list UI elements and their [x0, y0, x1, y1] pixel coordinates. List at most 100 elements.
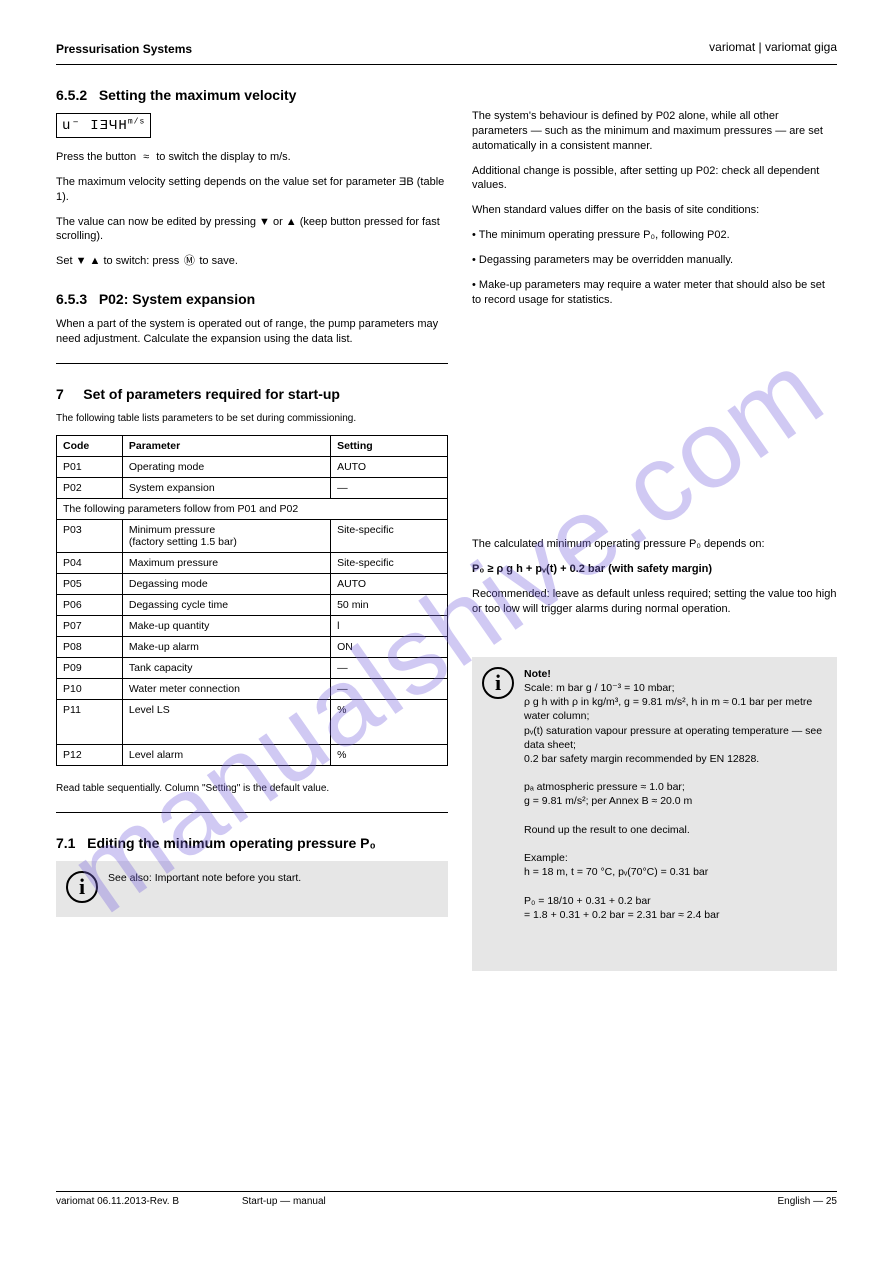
- col-parameter: Parameter: [122, 436, 330, 457]
- cell-setting: —: [331, 478, 448, 499]
- cell-code: P01: [57, 457, 123, 478]
- table-row: P12 Level alarm %: [57, 745, 448, 766]
- cell-param: Minimum pressure (factory setting 1.5 ba…: [122, 520, 330, 553]
- table-header-row: Code Parameter Setting: [57, 436, 448, 457]
- header-right: variomat | variomat giga: [709, 40, 837, 54]
- section-6-5-2-heading: 6.5.2 Setting the maximum velocity: [56, 87, 448, 103]
- table-row: P09 Tank capacity —: [57, 658, 448, 679]
- section-divider-2: [56, 812, 448, 813]
- info-icon: i: [482, 667, 514, 699]
- right-bullet: • Make-up parameters may require a water…: [472, 278, 837, 308]
- section-title: Editing the minimum operating pressure P…: [87, 835, 376, 851]
- cell-param: Level alarm: [122, 745, 330, 766]
- cell-setting: Site-specific: [331, 553, 448, 574]
- right-p2: Additional change is possible, after set…: [472, 164, 837, 194]
- para-6-5-2-b: The maximum velocity setting depends on …: [56, 175, 448, 205]
- para-6-5-2-a: Press the button ≈ to switch the display…: [56, 150, 448, 165]
- cell-setting: AUTO: [331, 457, 448, 478]
- table-row: P05 Degassing mode AUTO: [57, 574, 448, 595]
- cell-code: P12: [57, 745, 123, 766]
- text-run: The minimum operating pressure P₀, follo…: [479, 229, 730, 241]
- cell-code: P07: [57, 616, 123, 637]
- section-6-5-3-heading: 6.5.3 P02: System expansion: [56, 291, 448, 307]
- cell-setting: Site-specific: [331, 520, 448, 553]
- cell-code: P03: [57, 520, 123, 553]
- cell-param: Tank capacity: [122, 658, 330, 679]
- para-6-5-2-d: Set ▼ ▲ to switch: press Ⓜ to save.: [56, 254, 448, 269]
- cell-code: P08: [57, 637, 123, 658]
- lcd-unit: m/s: [128, 117, 145, 126]
- table-row: P10 Water meter connection —: [57, 679, 448, 700]
- info-icon: i: [66, 871, 98, 903]
- right-bullet: • Degassing parameters may be overridden…: [472, 253, 837, 268]
- right-p1: The system's behaviour is defined by P02…: [472, 109, 837, 154]
- info-note-left: i See also: Important note before you st…: [56, 861, 448, 917]
- table-row: P02 System expansion —: [57, 478, 448, 499]
- cell-code: P06: [57, 595, 123, 616]
- section-title: Set of parameters required for start-up: [83, 386, 340, 402]
- col-code: Code: [57, 436, 123, 457]
- text-run: Make-up parameters may require a water m…: [472, 279, 825, 306]
- section-title: P02: System expansion: [99, 291, 255, 307]
- cell-setting: ON: [331, 637, 448, 658]
- right-bullet: • The minimum operating pressure P₀, fol…: [472, 228, 837, 243]
- cell-param: Maximum pressure: [122, 553, 330, 574]
- section-7-heading: 7 Set of parameters required for start-u…: [56, 386, 448, 402]
- info-heading: Note!: [524, 667, 825, 681]
- table-row: P04 Maximum pressure Site-specific: [57, 553, 448, 574]
- table-span-row: The following parameters follow from P01…: [57, 499, 448, 520]
- cell-setting: %: [331, 745, 448, 766]
- page-number: 25: [826, 1196, 837, 1207]
- two-column-layout: 6.5.2 Setting the maximum velocity u⁻ IƎ…: [56, 65, 837, 971]
- cell-code: P10: [57, 679, 123, 700]
- info-text: See also: Important note before you star…: [108, 871, 436, 885]
- cell-code: P04: [57, 553, 123, 574]
- lcd-value: u⁻ IƎЧH: [62, 118, 128, 134]
- para-6-5-2-c: The value can now be edited by pressing …: [56, 215, 448, 245]
- cell-param: Water meter connection: [122, 679, 330, 700]
- cell-setting: —: [331, 658, 448, 679]
- info-note-right: i Note! Scale: m bar g / 10⁻³ = 10 mbar;…: [472, 657, 837, 971]
- footer-right-prefix: English —: [778, 1196, 826, 1207]
- cell-setting: —: [331, 679, 448, 700]
- cell-setting: 50 min: [331, 595, 448, 616]
- section-number: 7: [56, 386, 64, 402]
- footer-left: variomat 06.11.2013-Rev. B: [56, 1196, 179, 1207]
- right-p3: When standard values differ on the basis…: [472, 203, 837, 218]
- cell-code: P02: [57, 478, 123, 499]
- cell-param: Level LS: [122, 700, 330, 745]
- text-run: to save.: [199, 255, 238, 267]
- table-row: P11 Level LS %: [57, 700, 448, 745]
- right-p4: The calculated minimum operating pressur…: [472, 537, 837, 552]
- footer-center: Start-up — manual: [242, 1196, 326, 1207]
- table-row: P06 Degassing cycle time 50 min: [57, 595, 448, 616]
- section-title: Setting the maximum velocity: [99, 87, 297, 103]
- right-column: The system's behaviour is defined by P02…: [472, 65, 837, 971]
- text-run: The calculated minimum operating pressur…: [472, 538, 765, 550]
- text-run: Degassing parameters may be overridden m…: [479, 254, 733, 266]
- section-number: 6.5.2: [56, 87, 87, 103]
- cell-param: System expansion: [122, 478, 330, 499]
- cell-setting: l: [331, 616, 448, 637]
- info-text: Note! Scale: m bar g / 10⁻³ = 10 mbar; ρ…: [524, 667, 825, 922]
- cell-setting: AUTO: [331, 574, 448, 595]
- cell-code: P09: [57, 658, 123, 679]
- text-run: Set ▼ ▲ to switch: press: [56, 255, 182, 267]
- right-p5: Recommended: leave as default unless req…: [472, 587, 837, 617]
- page: manualshive.com Pressurisation Systems v…: [0, 0, 893, 1263]
- para-6-5-3: When a part of the system is operated ou…: [56, 317, 448, 347]
- lcd-display: u⁻ IƎЧHm/s: [56, 113, 151, 138]
- table-row: P03 Minimum pressure (factory setting 1.…: [57, 520, 448, 553]
- section-number: 6.5.3: [56, 291, 87, 307]
- section-divider: [56, 363, 448, 364]
- table-row: P07 Make-up quantity l: [57, 616, 448, 637]
- section-number: 7.1: [56, 835, 75, 851]
- cell-param: Make-up alarm: [122, 637, 330, 658]
- page-footer: variomat 06.11.2013-Rev. B Start-up — ma…: [56, 1191, 837, 1207]
- cell-param: Degassing cycle time: [122, 595, 330, 616]
- right-formula: P₀ ≥ ρ g h + pᵥ(t) + 0.2 bar (with safet…: [472, 562, 837, 577]
- page-header: Pressurisation Systems variomat | variom…: [56, 40, 837, 58]
- text-run: Press the button: [56, 151, 139, 163]
- table-row: P08 Make-up alarm ON: [57, 637, 448, 658]
- m-icon: Ⓜ: [182, 254, 196, 268]
